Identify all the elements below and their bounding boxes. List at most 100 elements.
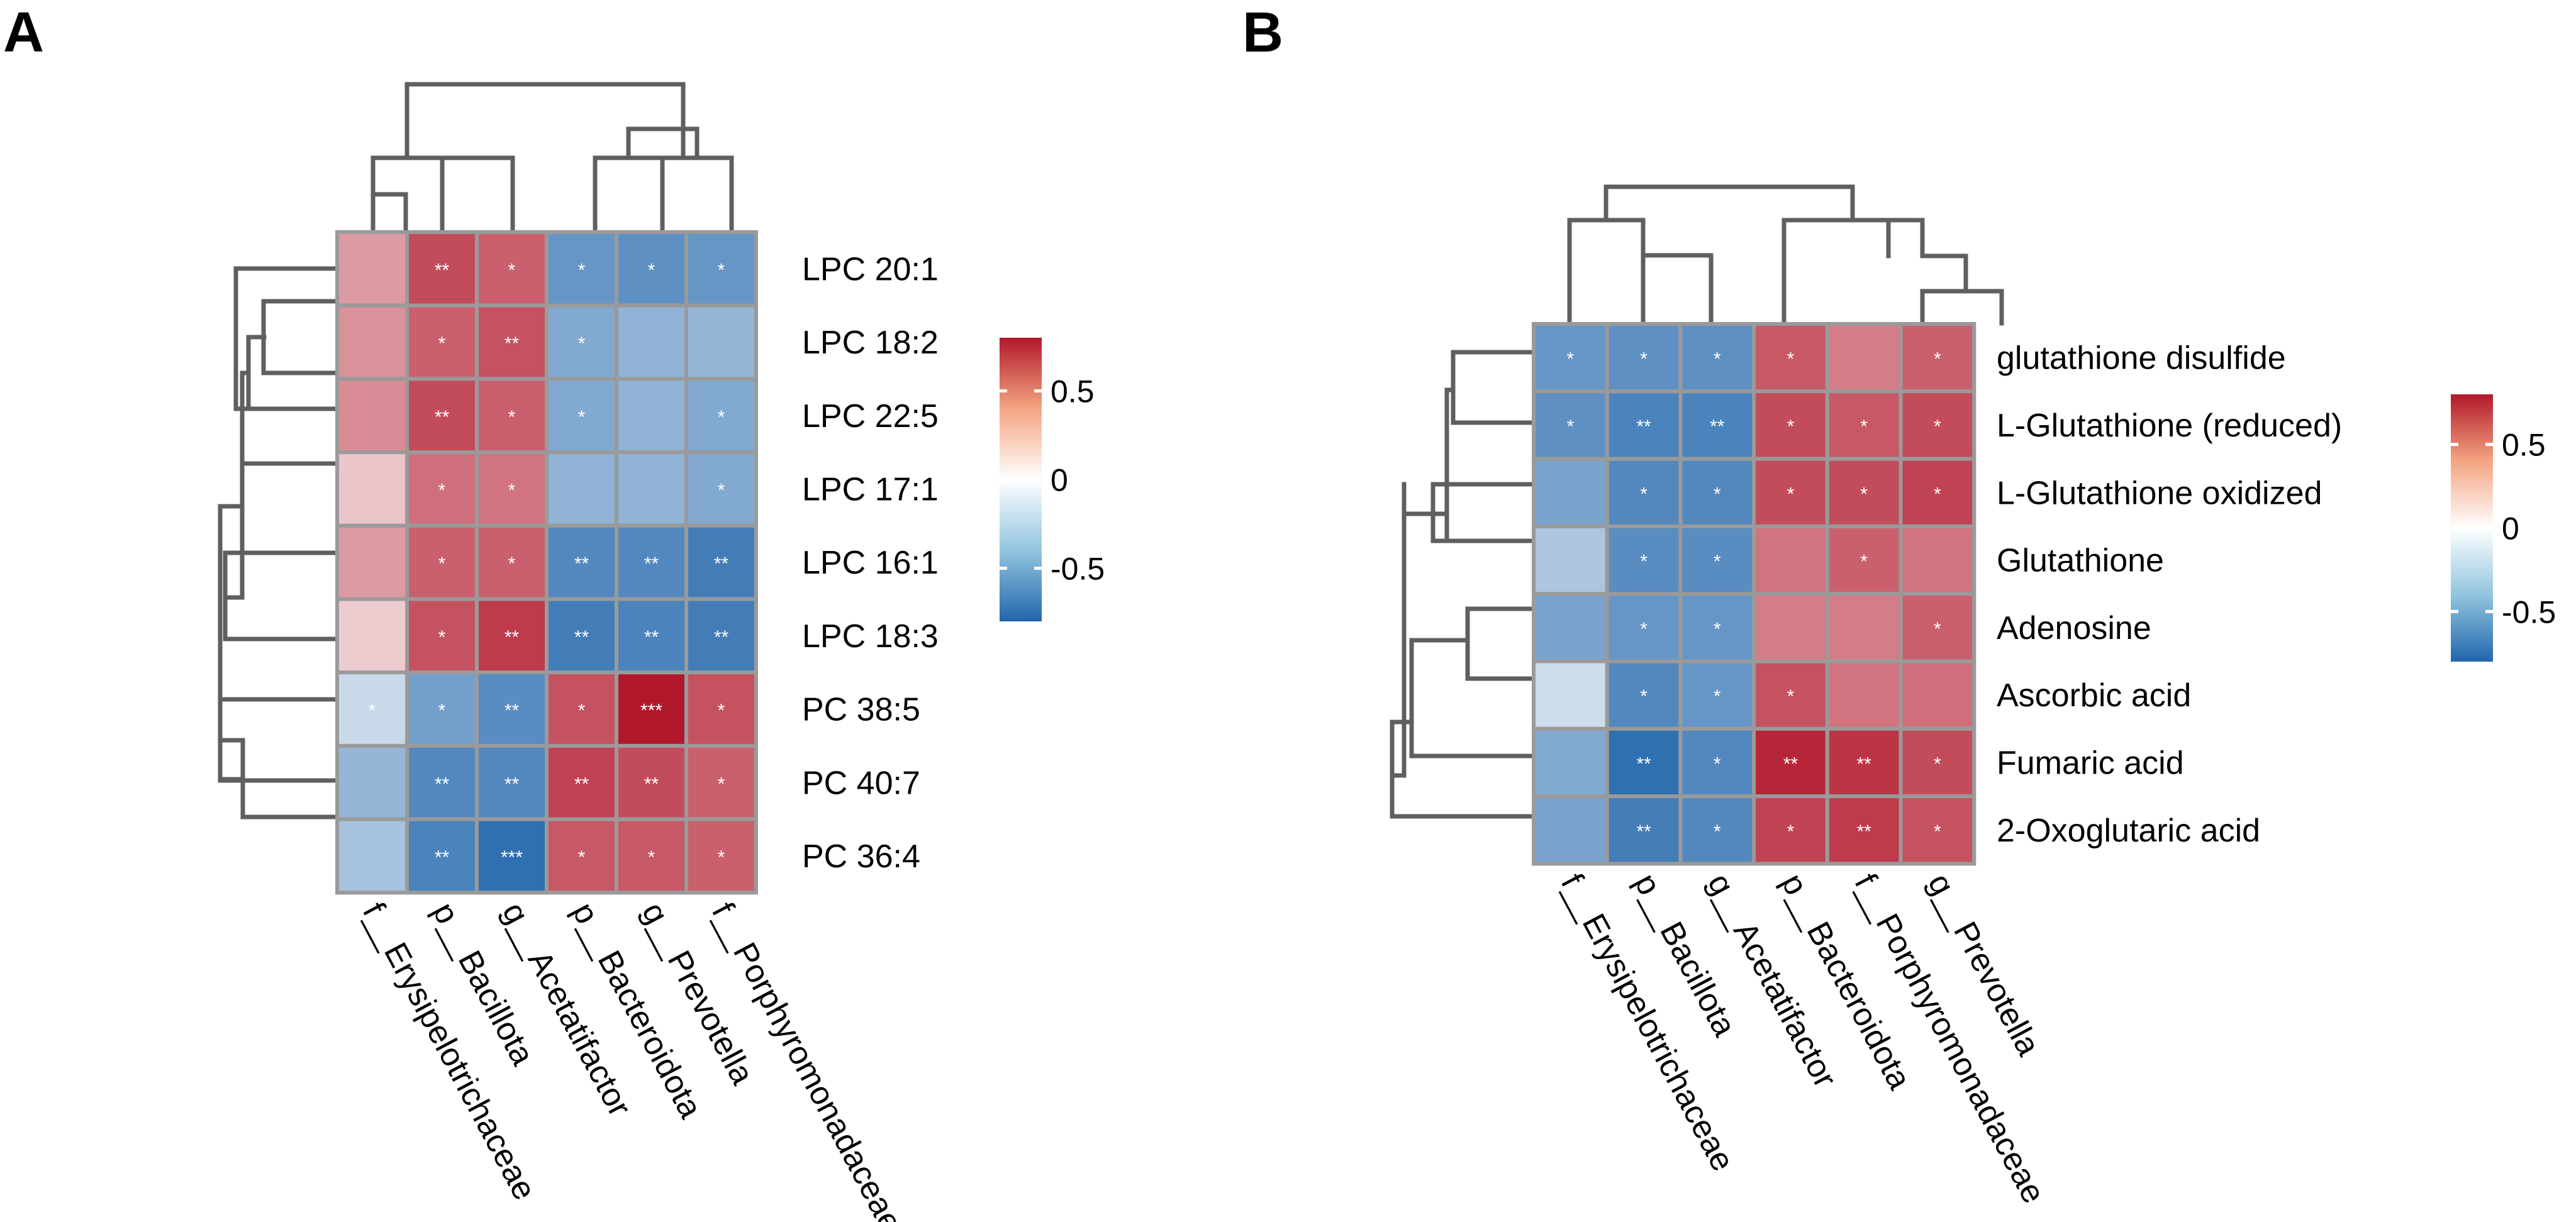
significance-label: * bbox=[1860, 416, 1868, 437]
significance-label: ** bbox=[1710, 416, 1725, 437]
heatmap-cell bbox=[335, 450, 409, 528]
heatmap-cell bbox=[1678, 592, 1756, 664]
significance-label: ** bbox=[644, 627, 659, 648]
row-label: PC 36:4 bbox=[802, 838, 920, 875]
significance-label: ** bbox=[435, 407, 450, 428]
heatmap-cell bbox=[475, 523, 549, 601]
heatmap-cell bbox=[615, 523, 688, 601]
row-label: Glutathione bbox=[1997, 543, 2164, 579]
significance-label: * bbox=[1787, 349, 1795, 370]
panel-a-row-dendrogram bbox=[218, 266, 340, 819]
heatmap-cell bbox=[615, 450, 688, 528]
significance-label: ** bbox=[505, 627, 520, 648]
significance-label: * bbox=[1934, 753, 1941, 774]
heatmap-cell bbox=[1752, 389, 1829, 461]
panel-b: B * * * * ** ** ** * * ** * * * ** * ** * ** * *** * ** ** *** *… bbox=[1242, 1, 2556, 1209]
heatmap-cell bbox=[335, 817, 409, 895]
significance-label: * bbox=[508, 407, 516, 428]
significance-label: * bbox=[578, 333, 586, 354]
significance-label: ** bbox=[1856, 753, 1871, 774]
significance-label: * bbox=[1787, 484, 1795, 504]
heatmap-cell bbox=[545, 597, 618, 675]
heatmap-cell bbox=[1605, 524, 1683, 596]
heatmap-cell bbox=[1678, 524, 1756, 596]
heatmap-cell bbox=[1605, 794, 1683, 866]
heatmap-cell bbox=[1605, 389, 1683, 461]
heatmap-cell bbox=[1678, 659, 1756, 731]
heatmap-cell bbox=[1752, 592, 1829, 664]
significance-label: * bbox=[438, 480, 446, 501]
significance-label: * bbox=[718, 407, 725, 428]
significance-label: * bbox=[1714, 686, 1721, 707]
row-label: Fumaric acid bbox=[1997, 745, 2184, 781]
heatmap-cell bbox=[405, 670, 479, 748]
significance-label: * bbox=[1714, 753, 1721, 774]
significance-label: ** bbox=[1636, 753, 1651, 774]
panel-b-column-dendrogram bbox=[1567, 184, 2004, 326]
significance-label: * bbox=[1640, 552, 1648, 572]
heatmap-cell bbox=[335, 523, 409, 601]
significance-label: * bbox=[1787, 821, 1795, 842]
significance-label: * bbox=[1787, 686, 1795, 707]
row-label: PC 40:7 bbox=[802, 765, 920, 801]
panel-a-colorbar: -0.5 0 0.5 bbox=[1000, 338, 1105, 621]
heatmap-border bbox=[1532, 322, 1977, 866]
significance-label: * bbox=[1787, 416, 1795, 437]
significance-label: ** bbox=[435, 774, 450, 794]
significance-label: ** bbox=[435, 847, 450, 868]
significance-label: * bbox=[438, 333, 446, 354]
heatmap-cell bbox=[615, 303, 688, 381]
panel-a-label: A bbox=[3, 1, 44, 64]
significance-label: * bbox=[718, 260, 725, 281]
row-label: LPC 18:3 bbox=[802, 618, 939, 655]
heatmap-cell bbox=[1752, 659, 1829, 731]
heatmap-cell bbox=[335, 597, 409, 675]
significance-label: ** bbox=[505, 774, 520, 794]
heatmap-cell bbox=[335, 303, 409, 381]
significance-label: * bbox=[648, 260, 655, 281]
significance-label: * bbox=[1934, 416, 1941, 437]
heatmap-cell bbox=[1899, 726, 1977, 799]
significance-label: * bbox=[718, 774, 725, 794]
heatmap-cell bbox=[1752, 457, 1829, 528]
heatmap-cell bbox=[1825, 322, 1903, 394]
significance-label: ** bbox=[644, 553, 659, 574]
row-label: Ascorbic acid bbox=[1997, 677, 2191, 714]
significance-label: * bbox=[1714, 552, 1721, 572]
significance-label: ** bbox=[1856, 821, 1871, 842]
significance-label: *** bbox=[640, 701, 662, 721]
significance-label: ** bbox=[505, 701, 520, 721]
row-label: glutathione disulfide bbox=[1997, 340, 2286, 377]
heatmap-cell bbox=[1532, 389, 1609, 461]
significance-label: * bbox=[578, 847, 586, 868]
significance-label: * bbox=[1860, 484, 1868, 504]
colorbar-tick-label: 0.5 bbox=[2502, 428, 2546, 463]
row-label: PC 38:5 bbox=[802, 692, 920, 728]
significance-label: ** bbox=[574, 553, 589, 574]
significance-label: * bbox=[1934, 619, 1941, 640]
significance-label: ** bbox=[574, 774, 589, 794]
colorbar-tick-label: 0 bbox=[2502, 511, 2519, 547]
significance-label: ** bbox=[574, 627, 589, 648]
heatmap-cell bbox=[1532, 659, 1609, 731]
significance-label: * bbox=[1640, 686, 1648, 707]
significance-label: * bbox=[578, 260, 586, 281]
heatmap-cell bbox=[1678, 794, 1756, 866]
heatmap-cell bbox=[684, 303, 758, 381]
significance-label: * bbox=[1934, 484, 1941, 504]
colorbar-tick-label: -0.5 bbox=[2502, 594, 2556, 630]
significance-label: * bbox=[1714, 619, 1721, 640]
significance-label: ** bbox=[505, 333, 520, 354]
heatmap-cell bbox=[615, 377, 688, 455]
significance-label: * bbox=[438, 553, 446, 574]
significance-label: * bbox=[718, 701, 725, 721]
heatmap-cell bbox=[1532, 794, 1609, 866]
heatmap-cell bbox=[405, 523, 479, 601]
heatmap-cell bbox=[1825, 524, 1903, 596]
row-label: 2-Oxoglutaric acid bbox=[1997, 813, 2260, 849]
heatmap-cell bbox=[335, 377, 409, 455]
significance-label: * bbox=[1714, 821, 1721, 842]
significance-label: * bbox=[578, 407, 586, 428]
row-label: LPC 20:1 bbox=[802, 251, 939, 287]
